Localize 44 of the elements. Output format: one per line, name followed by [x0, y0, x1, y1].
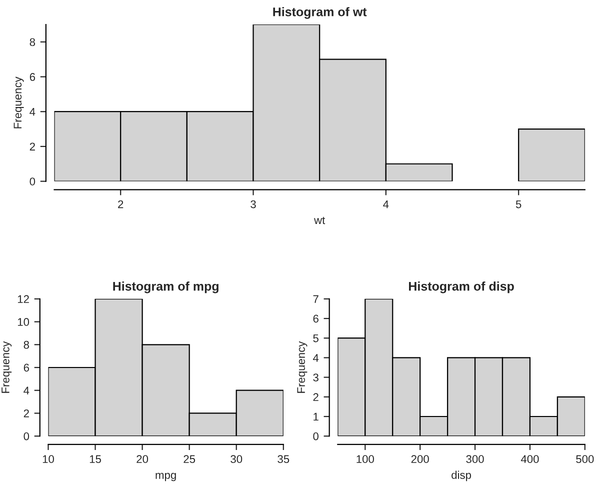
y-tick-label: 0 [24, 432, 30, 440]
x-tick-label: 400 [520, 455, 539, 464]
y-tick-label: 8 [24, 340, 30, 349]
chart-title: Histogram of wt [273, 7, 367, 19]
x-tick-label: 2 [118, 200, 124, 208]
x-axis-title: wt [314, 216, 326, 224]
y-tick-label: 10 [18, 318, 30, 326]
x-tick-label: 20 [136, 455, 148, 464]
x-tick-label: 300 [466, 455, 484, 464]
x-tick-label: 35 [278, 455, 290, 464]
y-tick-label: 2 [30, 142, 35, 150]
y-tick-label: 7 [313, 295, 318, 303]
y-tick-label: 6 [30, 73, 36, 81]
y-tick-label: 4 [24, 386, 30, 394]
y-tick-label: 0 [30, 178, 36, 186]
x-tick-label: 25 [184, 455, 196, 464]
y-tick-label: 4 [30, 108, 36, 116]
y-axis-title: Frequency [2, 341, 12, 393]
y-tick-label: 2 [24, 410, 29, 418]
y-tick-label: 2 [313, 393, 318, 401]
x-tick-label: 4 [383, 200, 389, 208]
x-axis-title: mpg [156, 472, 176, 482]
x-axis-title: disp [452, 470, 472, 482]
x-tick-label: 100 [356, 455, 374, 464]
y-axis-title: Frequency [297, 341, 308, 393]
x-tick-label: 5 [516, 200, 522, 208]
x-tick-label: 200 [411, 455, 429, 464]
y-tick-label: 5 [313, 334, 318, 342]
y-tick-label: 12 [18, 295, 29, 303]
y-tick-label: 0 [313, 432, 318, 440]
y-tick-label: 6 [24, 364, 29, 372]
x-tick-label: 10 [42, 455, 54, 464]
x-tick-label: 30 [230, 455, 242, 464]
x-tick-label: 15 [90, 455, 101, 464]
y-axis-title: Frequency [14, 76, 24, 128]
y-tick-label: 1 [314, 412, 318, 421]
y-tick-label: 8 [30, 38, 36, 46]
y-tick-label: 6 [313, 314, 318, 323]
y-tick-label: 4 [313, 354, 319, 362]
y-tick-label: 3 [313, 374, 318, 382]
x-tick-label: 500 [576, 455, 594, 464]
chart-title: Histogram of mpg [113, 282, 218, 294]
x-tick-label: 3 [250, 200, 256, 208]
chart-title: Histogram of disp [409, 282, 514, 294]
